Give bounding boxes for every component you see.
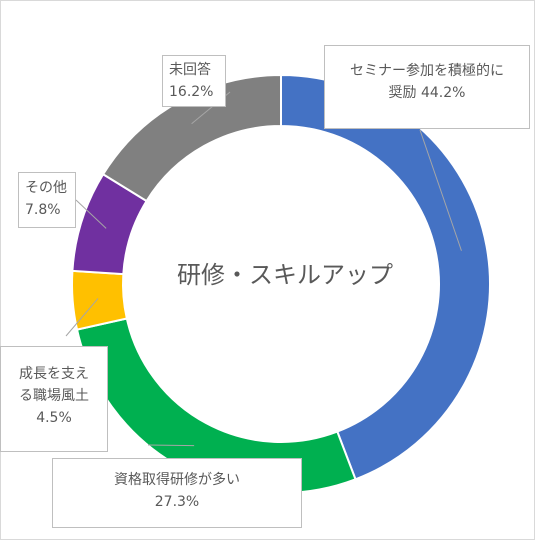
label-value: 16.2% <box>169 84 214 100</box>
doughnut-slice <box>280 73 491 481</box>
label-text: る職場風土 <box>19 388 89 404</box>
leader-line <box>147 444 195 447</box>
label-text: 成長を支え <box>19 366 89 382</box>
label-text: セミナー参加を積極的に <box>350 63 504 79</box>
doughnut-slice <box>101 73 282 203</box>
data-label-culture: 成長を支え る職場風土 4.5% <box>0 346 108 452</box>
label-value: 27.3% <box>154 494 200 510</box>
label-value: 7.8% <box>25 202 61 218</box>
center-label: 研修・スキルアップ <box>177 261 393 289</box>
label-text: その他 <box>25 180 67 196</box>
label-text: 奨励 <box>388 85 417 101</box>
data-label-seminar: セミナー参加を積極的に 奨励 44.2% <box>324 45 530 129</box>
doughnut-slice <box>71 269 128 331</box>
leader-line <box>419 129 462 251</box>
data-label-certification: 資格取得研修が多い 27.3% <box>52 458 302 528</box>
data-label-other: その他 7.8% <box>18 172 76 228</box>
label-text: 未回答 <box>169 62 211 78</box>
label-value: 44.2% <box>420 85 466 101</box>
leader-line <box>65 298 99 337</box>
data-label-unanswered: 未回答 16.2% <box>162 55 226 107</box>
leader-line <box>75 199 107 229</box>
label-text: 資格取得研修が多い <box>114 472 240 488</box>
label-value: 4.5% <box>36 410 72 426</box>
